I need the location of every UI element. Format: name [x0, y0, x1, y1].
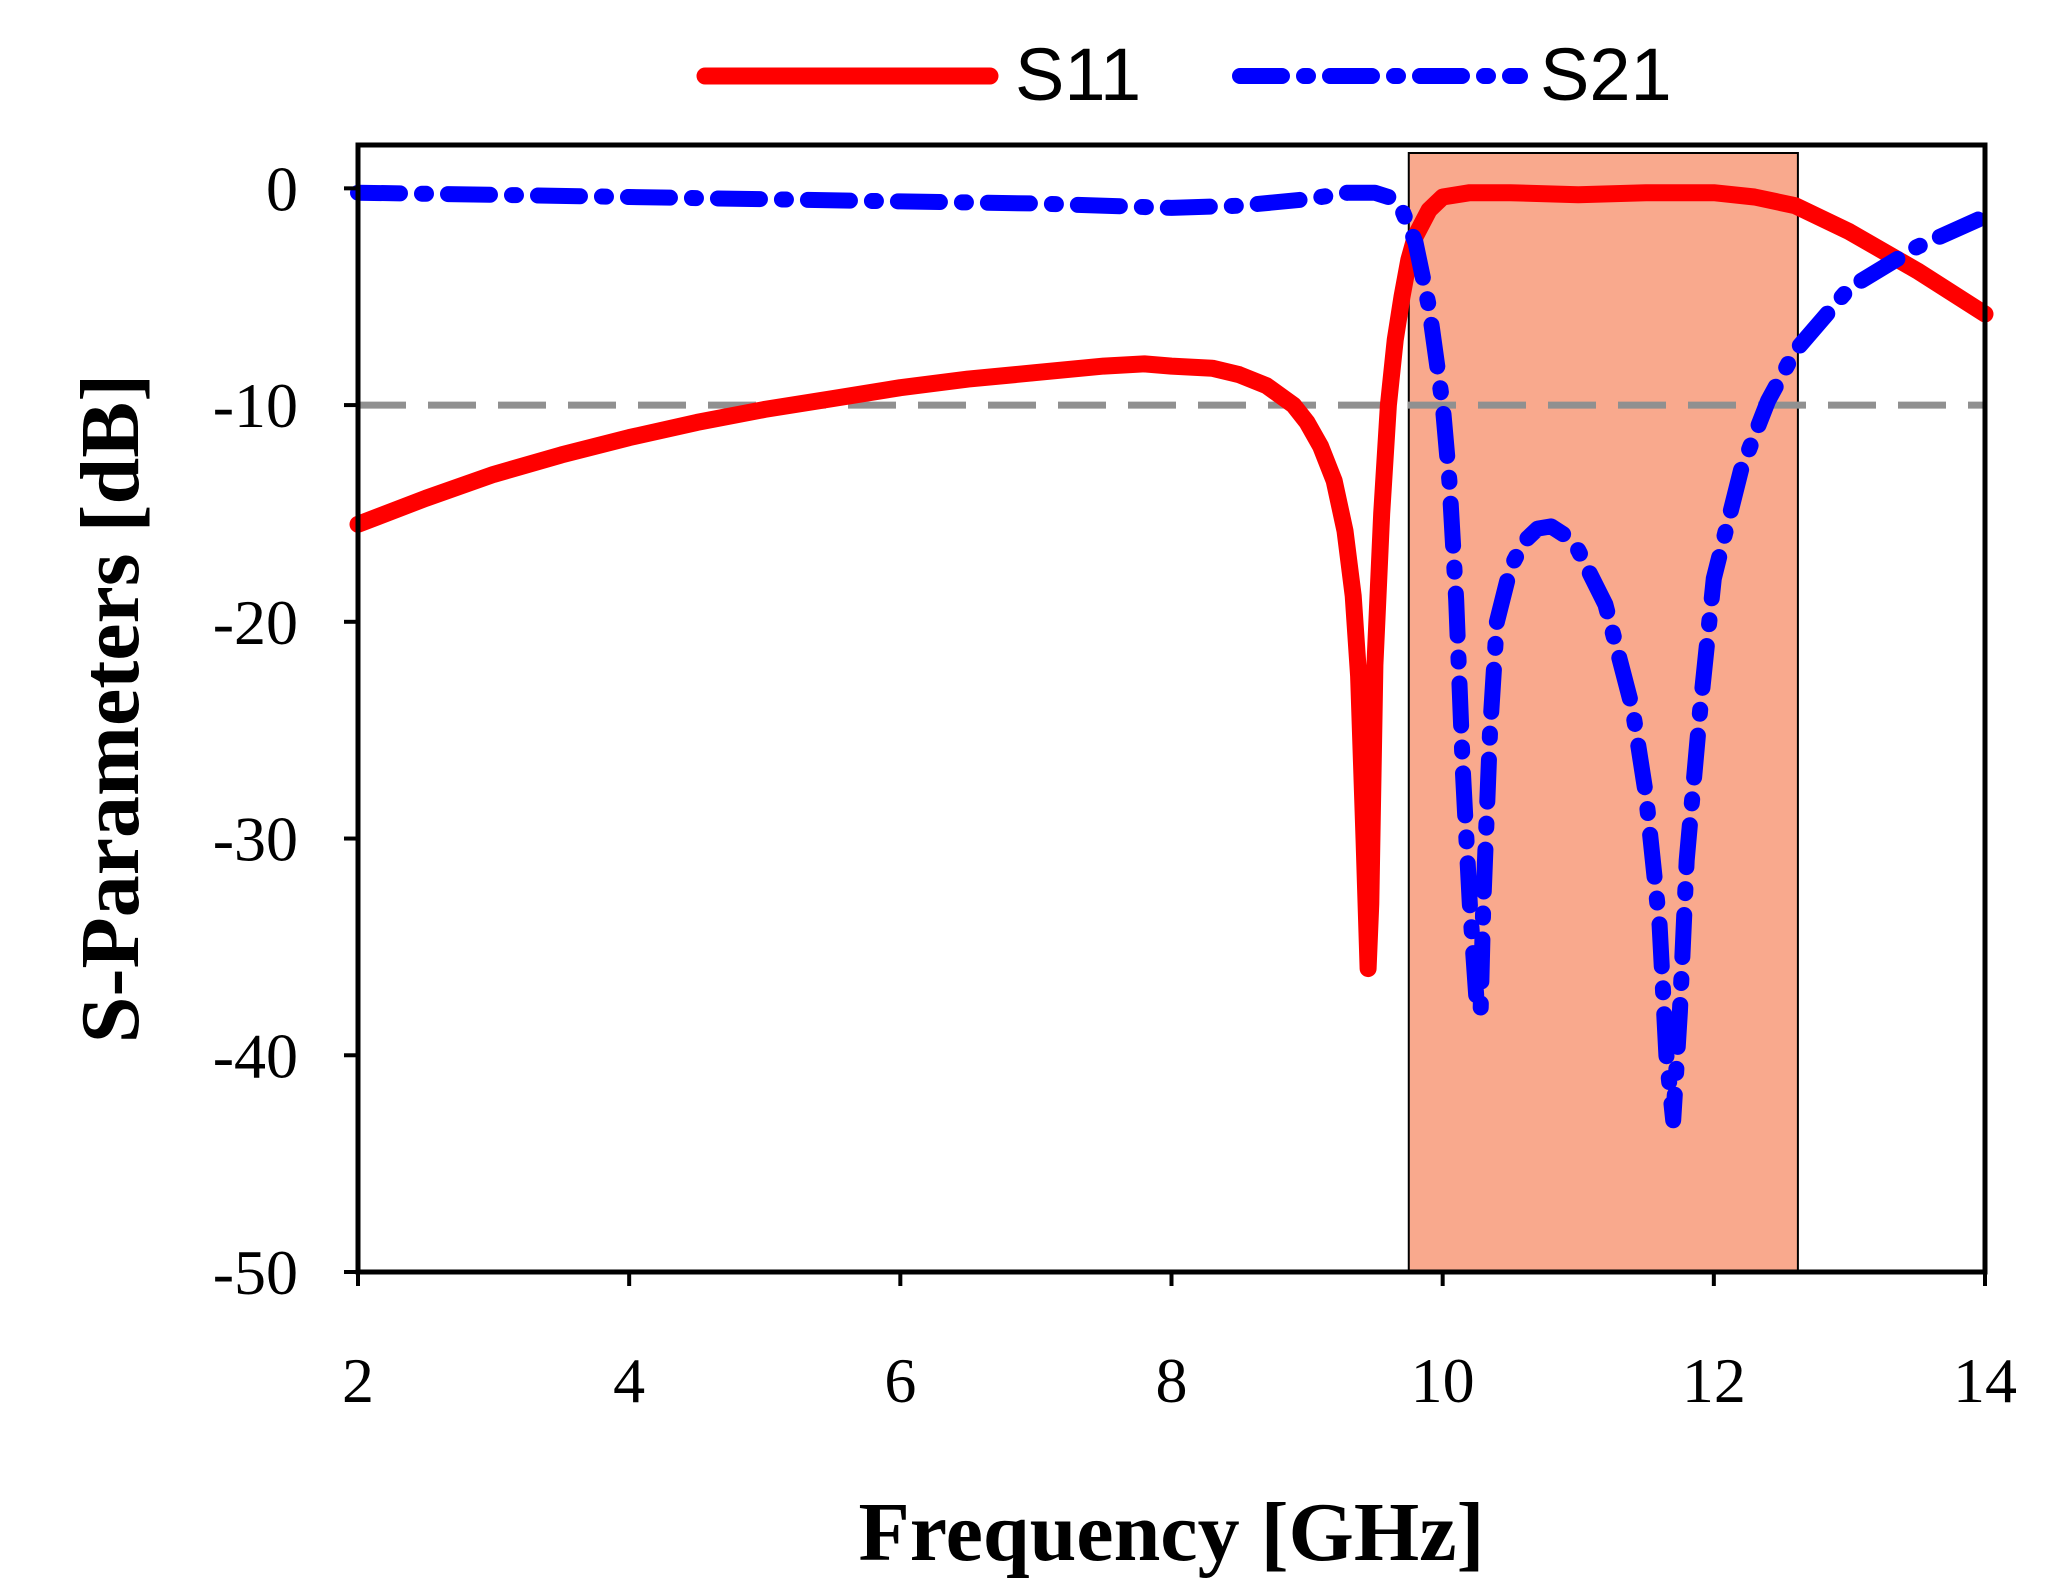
x-tick-label: 2: [342, 1345, 374, 1416]
x-tick-label: 4: [613, 1345, 645, 1416]
x-tick-label: 14: [1953, 1345, 2017, 1416]
y-tick-label: -40: [213, 1020, 298, 1091]
y-tick-label: -20: [213, 587, 298, 658]
legend-label-s11: S11: [1015, 33, 1141, 116]
legend-label-s21: S21: [1540, 33, 1672, 116]
y-tick-label: -50: [213, 1237, 298, 1308]
series-line-s11: [349, 184, 1994, 978]
legend: S11 S21: [696, 33, 1672, 116]
x-tick-label: 12: [1682, 1345, 1746, 1416]
x-tick-label: 10: [1411, 1345, 1475, 1416]
y-axis-title: S-Parameters [dB]: [64, 374, 157, 1043]
tick-layer: 2 4 6 8 10 12 14 0 -10 -20 -30 -40 -50: [213, 153, 2017, 1416]
x-tick-label: 8: [1156, 1345, 1188, 1416]
series-line-s21: [350, 184, 1993, 1129]
y-tick-label: 0: [266, 153, 298, 224]
y-tick-label: -30: [213, 804, 298, 875]
highlight-band: [1407, 152, 1799, 1273]
x-tick-label: 6: [884, 1345, 916, 1416]
series-layer: [349, 184, 1994, 1129]
y-tick-label: -10: [213, 370, 298, 441]
x-axis-title: Frequency [GHz]: [859, 1486, 1485, 1579]
